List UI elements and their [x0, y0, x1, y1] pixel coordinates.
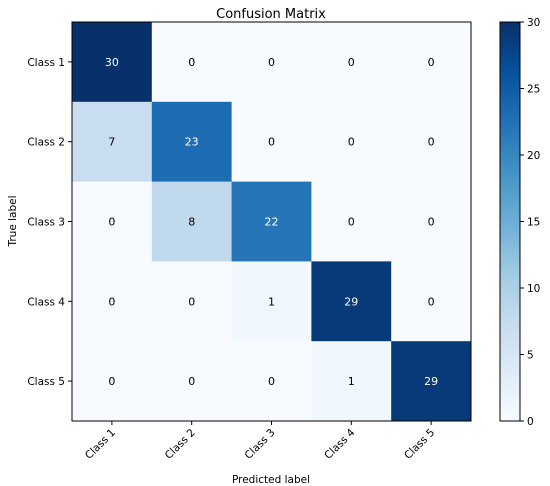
cell-value-label: 0 [188, 56, 195, 69]
heatmap-cell [311, 181, 392, 262]
x-tick-label: Class 1 [83, 427, 118, 462]
y-tick-label: Class 5 [27, 376, 65, 388]
colorbar-gradient [499, 21, 521, 422]
cell-value-label: 1 [348, 375, 355, 388]
y-tick-label: Class 1 [27, 57, 65, 69]
x-tick-label: Class 3 [243, 427, 278, 462]
colorbar-tick-label: 5 [527, 350, 534, 362]
colorbar-tick-label: 10 [527, 283, 540, 295]
heatmap-cell [151, 261, 233, 342]
heatmap-cell [72, 101, 153, 183]
heatmap-cell [391, 101, 472, 183]
heatmap-cell [311, 261, 392, 342]
y-tick-label: Class 2 [27, 137, 65, 149]
cell-value-label: 22 [265, 216, 279, 229]
cell-value-label: 0 [268, 56, 275, 69]
y-axis-label: True label [7, 195, 19, 247]
heatmap-cell [231, 341, 312, 422]
cell-value-label: 30 [105, 56, 119, 69]
cell-value-label: 0 [348, 56, 355, 69]
heatmap-cell [72, 22, 153, 103]
heatmap-cell [151, 22, 233, 103]
cell-value-label: 7 [108, 136, 115, 149]
x-tick-label: Class 2 [163, 427, 198, 462]
cell-value-label: 0 [108, 375, 115, 388]
x-axis-ticks: Class 1 Class 2 Class 3 Class 4 Class 5 [83, 421, 437, 462]
cell-value-label: 0 [428, 136, 435, 149]
heatmap-cell [391, 22, 472, 103]
heatmap-cell [391, 261, 472, 342]
heatmap-cell [72, 341, 153, 422]
cell-value-label: 23 [185, 136, 199, 149]
cell-value-label: 0 [268, 136, 275, 149]
heatmap-cells [72, 22, 472, 422]
cell-value-label: 0 [108, 295, 115, 308]
cell-value-label: 29 [424, 375, 438, 388]
x-tick-label: Class 4 [322, 426, 357, 461]
heatmap-cell [311, 22, 392, 103]
heatmap-cell [231, 261, 312, 342]
colorbar-tick-label: 25 [527, 84, 540, 96]
heatmap-cell [151, 341, 233, 422]
heatmap-cell [231, 101, 312, 183]
y-axis-ticks: Class 1 Class 2 Class 3 Class 4 Class 5 [27, 57, 72, 388]
colorbar-tick-label: 30 [527, 17, 540, 29]
heatmap-cell-labels: 30 0 0 0 0 7 23 0 0 0 0 8 22 0 0 0 0 1 29 0 0 0 0 1 29 [105, 56, 438, 388]
y-tick-label: Class 3 [27, 217, 65, 229]
cell-value-label: 0 [348, 216, 355, 229]
heatmap-cell [72, 181, 153, 262]
heatmap-cell [151, 181, 233, 262]
heatmap-cell [311, 101, 392, 183]
colorbar: 0 5 10 15 20 25 30 [499, 17, 540, 428]
heatmap-cell [391, 341, 472, 422]
cell-value-label: 0 [428, 216, 435, 229]
cell-value-label: 8 [188, 216, 195, 229]
cell-value-label: 29 [344, 295, 358, 308]
cell-value-label: 0 [428, 295, 435, 308]
cell-value-label: 0 [268, 375, 275, 388]
cell-value-label: 0 [108, 216, 115, 229]
cell-value-label: 0 [188, 295, 195, 308]
heatmap-cell [231, 181, 312, 262]
heatmap-cell [72, 261, 153, 342]
chart-title: Confusion Matrix [216, 7, 326, 22]
heatmap-cell [151, 101, 233, 183]
cell-value-label: 0 [348, 136, 355, 149]
x-tick-label: Class 5 [402, 427, 437, 462]
colorbar-tick-label: 0 [527, 416, 534, 428]
cell-value-label: 0 [188, 375, 195, 388]
heatmap-cell [231, 22, 312, 103]
heatmap-cell [391, 181, 472, 262]
colorbar-tick-label: 20 [527, 150, 540, 162]
x-axis-label: Predicted label [232, 474, 310, 486]
colorbar-tick-label: 15 [527, 217, 540, 229]
cell-value-label: 1 [268, 295, 275, 308]
heatmap-cell [311, 341, 392, 422]
y-tick-label: Class 4 [27, 296, 65, 308]
cell-value-label: 0 [428, 56, 435, 69]
